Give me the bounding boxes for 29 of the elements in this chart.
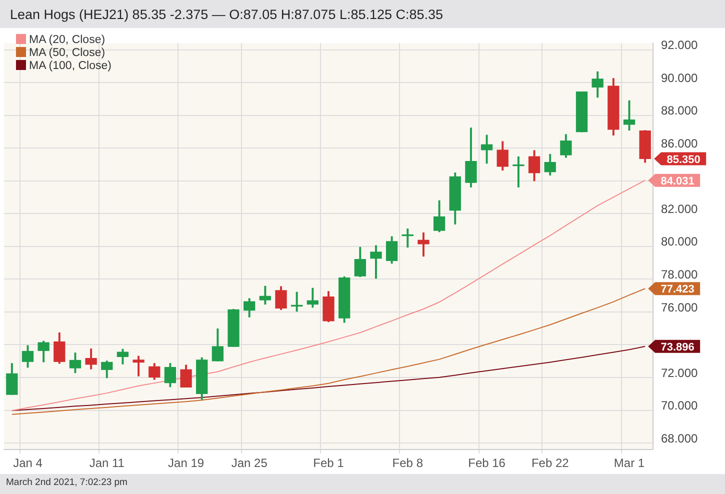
y-tick-label: 70.000 (661, 398, 698, 413)
x-tick-label: Jan 19 (168, 456, 204, 470)
x-tick-label: Jan 11 (89, 456, 125, 470)
x-tick-label: Feb 8 (392, 456, 424, 470)
text: March 2nd 2021, 7:02:23 pm (5, 476, 128, 490)
text: 85.350 (666, 154, 700, 166)
legend-label: MA (20, Close) (28, 34, 106, 47)
y-tick-label: 72.000 (661, 366, 698, 380)
x-tick-label: Feb 1 (313, 456, 344, 470)
y-tick-label: 76.000 (661, 300, 698, 314)
x-tick-label: Jan 25 (231, 456, 268, 470)
y-tick-label: 92.000 (661, 38, 698, 52)
data-label: 84.031 (660, 175, 694, 188)
x-tick-label: Mar 1 (614, 456, 645, 470)
legend-label: MA (100, Close) (28, 60, 112, 73)
legend-label: MA (50, Close) (28, 47, 106, 60)
x-tick-label: Feb 22 (531, 456, 570, 470)
y-tick-label: 80.000 (661, 234, 698, 249)
y-tick-label: 82.000 (661, 202, 698, 216)
x-tick-label: Jan 4 (13, 456, 43, 470)
data-label: 77.423 (660, 284, 694, 296)
y-tick-label: 78.000 (661, 267, 698, 282)
data-label: 73.896 (660, 341, 694, 354)
x-tick-label: Feb 16 (468, 456, 506, 470)
y-tick-label: 86.000 (661, 136, 698, 150)
y-tick-label: 90.000 (661, 70, 698, 85)
chart-title: Lean Hogs (HEJ21) 85.35 -2.375 — O:87.05 H:87.075 L:85.125 C:85.35 (9, 6, 444, 24)
y-tick-label: 68.000 (661, 431, 698, 446)
y-tick-label: 88.000 (661, 104, 698, 118)
